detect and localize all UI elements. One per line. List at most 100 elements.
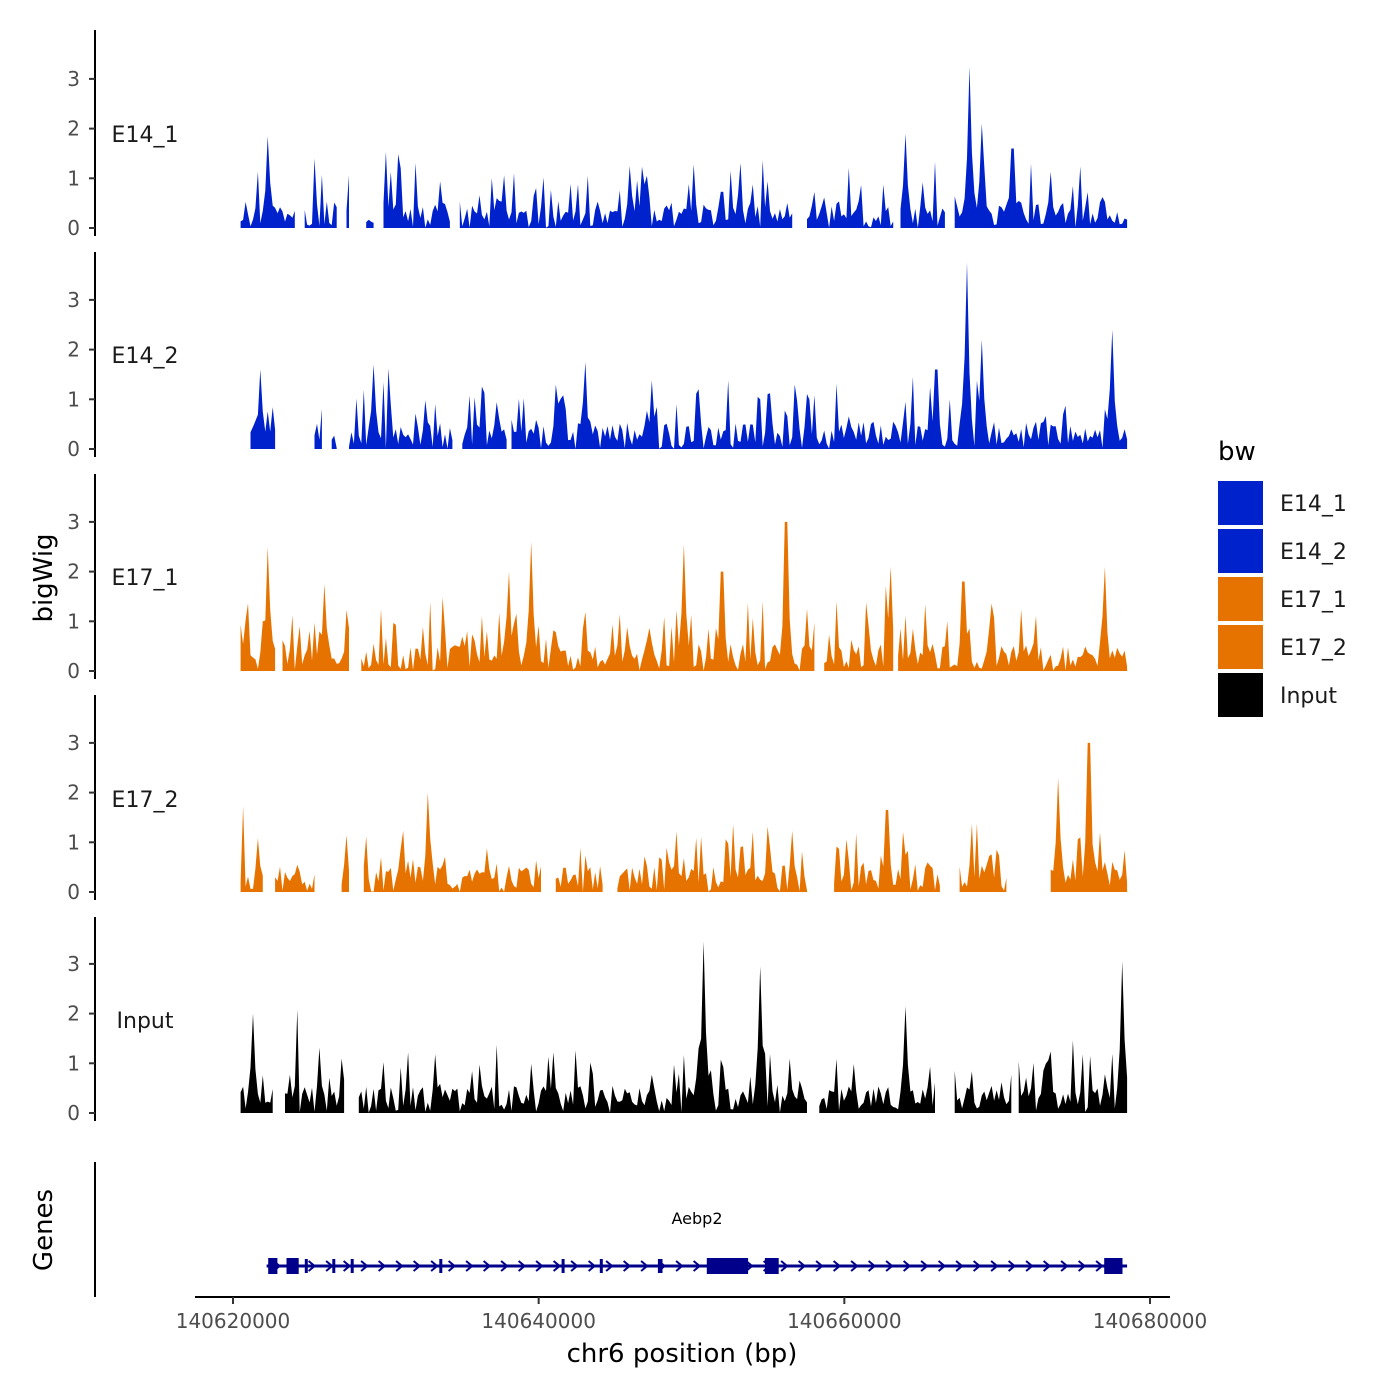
strand-arrow [552,1260,562,1272]
legend-swatch-E17_1 [1218,577,1263,621]
track-E17_1: 0 1 2 3 E17_1 [67,474,1128,683]
x-tick-label: 140620000 [176,1309,291,1333]
x-tick-label: 140680000 [1093,1309,1208,1333]
strand-arrow [517,1260,527,1272]
signal-area-Input [240,941,1128,1113]
strand-arrow [500,1260,509,1272]
strand-arrow [622,1260,632,1272]
y-tick-label: 1 [67,387,80,411]
track-label: E17_1 [112,566,179,591]
y-tick-label: 3 [67,731,80,755]
legend-title: bw [1218,437,1256,467]
y-tick-label: 2 [67,1002,80,1026]
gene-exon [764,1258,779,1274]
gene-exon [706,1258,749,1274]
strand-arrow [640,1260,649,1272]
strand-arrow [1025,1260,1034,1272]
track-label: E17_2 [112,788,179,813]
strand-arrow [482,1260,492,1272]
strand-arrow [885,1260,894,1272]
gene-exon [439,1259,443,1273]
strand-arrow [850,1260,859,1272]
track-label: Input [117,1009,174,1034]
strand-arrow [325,1260,334,1272]
strand-arrow [1007,1260,1017,1272]
strand-arrow [1042,1260,1052,1272]
gene-exon [561,1259,565,1273]
y-tick-label: 3 [67,952,80,976]
strand-arrow [1095,1260,1104,1272]
strand-arrow [412,1260,422,1272]
legend-label: Input [1280,684,1337,709]
strand-arrow [360,1260,369,1272]
x-tick-label: 140660000 [787,1309,902,1333]
strand-arrow [972,1260,982,1272]
y-tick-label: 0 [67,1101,80,1125]
signal-area-E17_1 [240,521,1128,671]
y-axis-title: bigWig [29,533,59,622]
strand-arrow [377,1260,387,1272]
track-E17_2: 0 1 2 3 E17_2 [67,695,1128,904]
x-axis-title: chr6 position (bp) [567,1339,798,1369]
strand-arrow [430,1260,439,1272]
strand-arrow [570,1260,579,1272]
y-tick-label: 3 [67,510,80,534]
strand-arrow [920,1260,929,1272]
strand-arrow [1077,1260,1087,1272]
y-tick-label: 2 [67,338,80,362]
track-E14_2: 0 1 2 3 E14_2 [67,252,1128,461]
legend-swatch-E14_2 [1218,529,1263,573]
legend-label: E17_1 [1280,588,1347,613]
gene-exon [286,1258,299,1274]
legend-label: E14_1 [1280,492,1347,517]
gene-track: Aebp2 [94,1162,1128,1297]
signal-area-E14_1 [240,66,1128,228]
strand-arrow [955,1260,964,1272]
legend-swatch-E14_1 [1218,481,1263,525]
strand-arrow [832,1260,842,1272]
strand-arrow [587,1260,597,1272]
x-axis: chr6 position (bp) 140620000 140640000 140… [176,1296,1208,1369]
gene-exon [304,1259,308,1273]
strand-arrow [675,1260,684,1272]
legend-swatch-Input [1218,673,1263,717]
strand-arrow [605,1260,614,1272]
y-tick-label: 3 [67,67,80,91]
y-tick-label: 0 [67,659,80,683]
track-E14_1: 0 1 2 3 E14_1 [67,30,1128,240]
strand-arrow [307,1260,317,1272]
gene-exon [657,1259,663,1273]
strand-arrow [797,1260,807,1272]
y-tick-label: 0 [67,437,80,461]
y-tick-label: 1 [67,609,80,633]
strand-arrow [535,1260,544,1272]
strand-arrow [342,1260,352,1272]
strand-arrow [447,1260,457,1272]
genes-axis-title: Genes [29,1189,59,1271]
y-tick-label: 2 [67,560,80,584]
y-tick-label: 2 [67,117,80,141]
tracks-layer: 0 1 2 3 E14_1 0 1 2 3 E14_2 0 1 2 3 E17_1 0 1 2 3 E17_2 0 1 2 3… [67,30,1128,1125]
y-tick-label: 0 [67,880,80,904]
gene-exon [599,1259,603,1273]
gene-name-label: Aebp2 [672,1209,723,1228]
gene-exon [268,1258,278,1274]
gene-exon [1104,1258,1123,1274]
track-Input: 0 1 2 3 Input [67,917,1128,1125]
strand-arrow [465,1260,474,1272]
track-label: E14_2 [112,344,179,369]
signal-area-E17_2 [240,742,1128,892]
legend-label: E17_2 [1280,636,1347,661]
legend-swatch-E17_2 [1218,625,1263,669]
track-label: E14_1 [112,123,179,148]
y-tick-label: 2 [67,781,80,805]
strand-arrow [815,1260,824,1272]
gene-exon [332,1259,336,1273]
legend-label: E14_2 [1280,540,1347,565]
strand-arrow [1060,1260,1069,1272]
strand-arrow [902,1260,912,1272]
y-tick-label: 3 [67,288,80,312]
y-tick-label: 1 [67,830,80,854]
y-tick-label: 1 [67,1051,80,1075]
